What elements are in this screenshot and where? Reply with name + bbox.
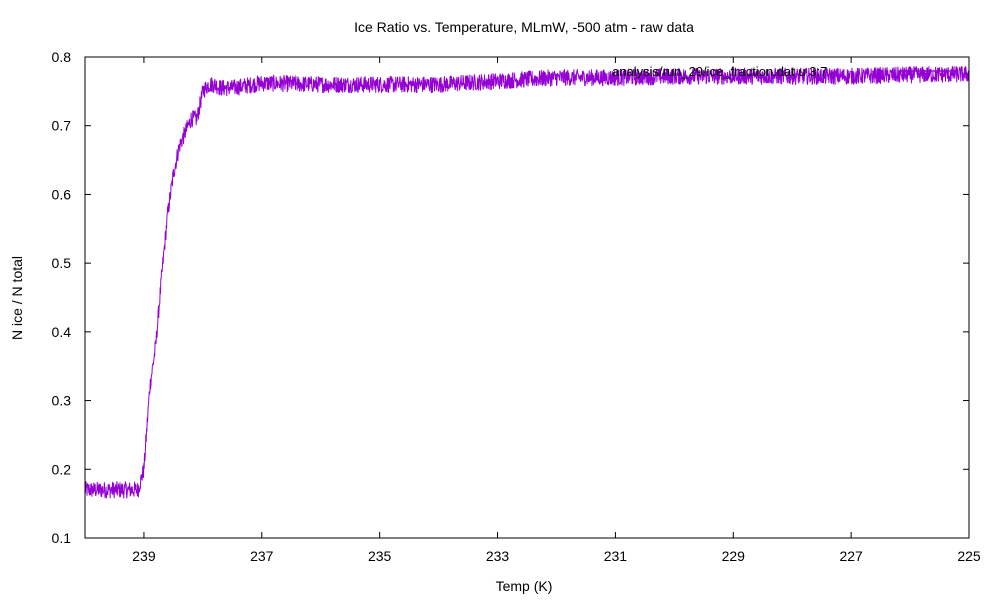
tick-layer: 239 237 235 233 231 229 227 225 0.1 0.2 0.3 0.4 0.5 0… bbox=[52, 49, 981, 564]
x-tick-label: 235 bbox=[368, 548, 392, 564]
y-tick-label: 0.3 bbox=[52, 393, 72, 409]
y-tick-label: 0.6 bbox=[52, 186, 72, 202]
x-tick-label: 237 bbox=[250, 548, 274, 564]
x-tick-label: 239 bbox=[132, 548, 156, 564]
x-tick-label: 225 bbox=[957, 548, 981, 564]
chart-title: Ice Ratio vs. Temperature, MLmW, -500 at… bbox=[354, 19, 694, 35]
x-tick-label: 233 bbox=[486, 548, 510, 564]
y-tick-label: 0.1 bbox=[52, 530, 72, 546]
y-tick-label: 0.2 bbox=[52, 461, 72, 477]
y-tick-label: 0.7 bbox=[52, 118, 72, 134]
x-tick-label: 229 bbox=[722, 548, 746, 564]
y-tick-label: 0.8 bbox=[52, 49, 72, 65]
y-tick-label: 0.4 bbox=[52, 324, 72, 340]
x-axis-label: Temp (K) bbox=[496, 578, 553, 594]
y-tick-label: 0.5 bbox=[52, 255, 72, 271]
plot-frame bbox=[84, 56, 970, 539]
x-tick-label: 231 bbox=[604, 548, 628, 564]
y-axis-label: N ice / N total bbox=[9, 256, 25, 340]
series-layer bbox=[84, 65, 970, 499]
series-line-0 bbox=[84, 65, 970, 499]
legend-label: analysis/run_29/ice_fraction.dat u 3:7 bbox=[612, 64, 827, 79]
x-tick-label: 227 bbox=[839, 548, 863, 564]
